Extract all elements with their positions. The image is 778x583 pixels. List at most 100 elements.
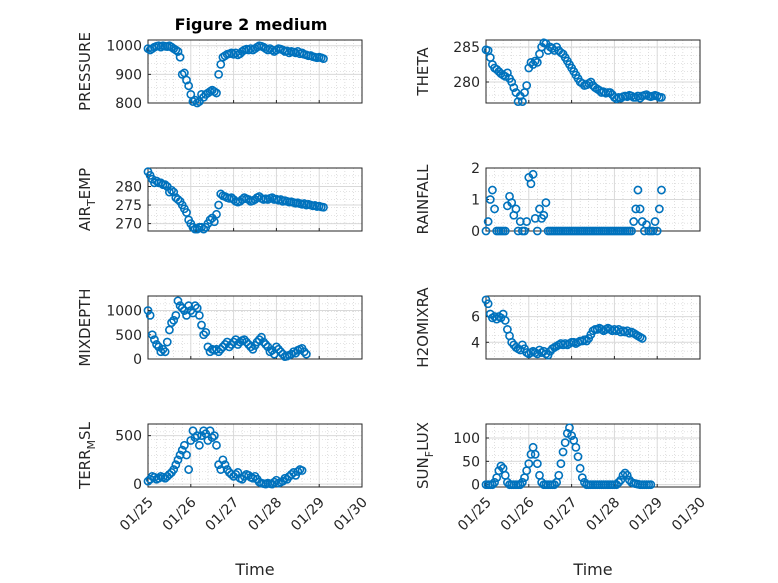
data-point	[515, 480, 525, 490]
x-axis-label: Time	[572, 560, 612, 579]
subplot-4: 0 1 2 RAINFALL	[414, 161, 701, 240]
data-point	[646, 480, 656, 490]
data-point	[605, 88, 615, 97]
data-point	[541, 198, 551, 208]
y-axis-label: RAINFALL	[414, 164, 432, 235]
data-point	[517, 477, 527, 487]
y-axis-label: THETA	[414, 47, 432, 97]
y-tick-label: 0	[471, 224, 480, 240]
data-point	[481, 226, 491, 236]
figure-title: Figure 2 medium	[175, 15, 328, 34]
data-point	[577, 473, 587, 483]
x-tick-label: 01/26	[498, 494, 538, 534]
data-point	[530, 449, 540, 459]
x-tick-label: 01/28	[583, 495, 623, 535]
data-point	[299, 347, 309, 357]
data-point	[488, 185, 497, 195]
y-tick-label: 800	[115, 96, 142, 112]
y-axis-label: SUNFLUX	[414, 422, 436, 489]
data-point	[242, 337, 251, 347]
data-point	[517, 97, 527, 106]
data-point	[199, 224, 209, 234]
data-point	[539, 210, 549, 220]
data-point	[293, 467, 303, 476]
y-tick-label: 500	[115, 429, 142, 445]
y-axis-label: TERRMSL	[76, 421, 98, 490]
data-point	[224, 342, 234, 352]
data-point	[207, 433, 217, 442]
data-point	[524, 459, 534, 469]
data-point	[494, 466, 504, 476]
data-point	[218, 455, 228, 465]
data-point	[214, 200, 224, 210]
data-point	[194, 440, 204, 450]
x-tick-label: 01/29	[288, 495, 328, 535]
data-point	[276, 347, 286, 357]
data-point	[212, 209, 221, 219]
x-tick-label: 01/27	[541, 495, 581, 535]
y-tick-label: 0	[133, 352, 142, 368]
y-axis-label: H2OMIXRA	[414, 287, 432, 368]
data-point	[152, 176, 161, 186]
data-point	[657, 185, 666, 195]
y-tick-label: 6	[471, 310, 480, 326]
data-point	[620, 468, 630, 478]
subplot-1: 800 900 1000 PRESSURE	[76, 32, 363, 112]
y-tick-label: 2	[471, 161, 480, 177]
data-point	[532, 226, 542, 236]
data-point	[167, 185, 176, 195]
data-point	[618, 470, 628, 480]
data-series	[143, 426, 307, 489]
data-point	[209, 431, 219, 441]
data-point	[160, 180, 170, 190]
data-point	[509, 83, 519, 92]
data-point	[194, 310, 204, 320]
data-point	[177, 445, 187, 455]
subplot-7: 0 500 01/25 01/26 01/27 01/28 01/29 01/30 TERRMS…	[76, 421, 371, 579]
axes-border	[485, 39, 701, 104]
data-point	[500, 226, 510, 236]
data-series	[481, 295, 647, 360]
data-point	[560, 438, 570, 448]
data-point	[573, 452, 583, 462]
y-axis-label: AIRTEMP	[76, 168, 98, 231]
data-point	[522, 217, 532, 226]
data-point	[635, 204, 645, 214]
x-tick-label: 01/28	[245, 495, 285, 535]
data-point	[319, 202, 328, 212]
data-point	[485, 195, 495, 204]
y-tick-label: 4	[471, 335, 480, 351]
data-point	[652, 226, 662, 236]
data-point	[633, 185, 643, 195]
data-point	[248, 473, 258, 483]
data-point	[150, 335, 159, 345]
data-point	[214, 347, 224, 357]
x-tick-label: 01/25	[455, 495, 495, 535]
data-point	[488, 480, 497, 490]
axes-border	[147, 167, 363, 232]
data-point	[483, 217, 493, 226]
data-point	[190, 301, 200, 311]
data-point	[490, 477, 499, 487]
data-point	[171, 310, 181, 320]
data-point	[158, 344, 168, 354]
data-point	[657, 93, 666, 102]
data-point	[483, 299, 493, 309]
data-point	[520, 226, 529, 236]
data-point	[152, 340, 161, 349]
data-series	[481, 169, 666, 236]
y-axis-label: PRESSURE	[76, 32, 94, 111]
y-tick-label: 1000	[106, 304, 142, 320]
data-series	[143, 167, 328, 234]
data-point	[212, 440, 221, 450]
axes-border	[147, 423, 363, 488]
data-point	[197, 222, 206, 232]
data-point	[532, 459, 542, 469]
data-point	[511, 204, 521, 214]
data-point	[203, 342, 213, 352]
data-point	[220, 460, 230, 470]
data-point	[535, 204, 544, 214]
x-tick-label: 01/27	[203, 495, 243, 535]
data-point	[616, 475, 626, 485]
data-point	[274, 344, 283, 354]
